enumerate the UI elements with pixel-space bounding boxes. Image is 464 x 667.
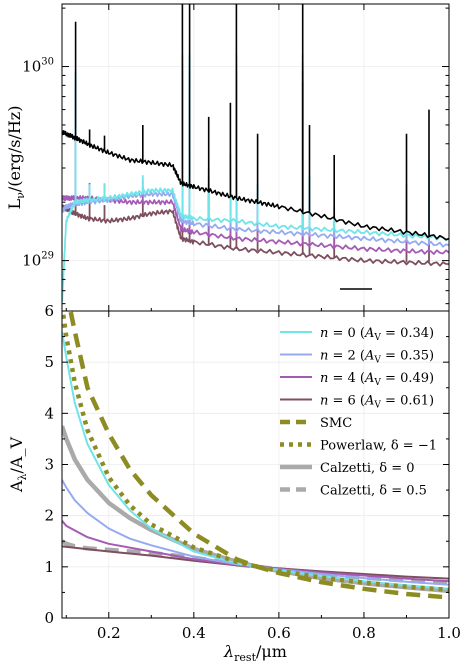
xlabel-rest: /μm bbox=[256, 642, 287, 661]
top-ylabel-main: L bbox=[5, 198, 24, 209]
legend-sub: V bbox=[373, 356, 381, 366]
bottom-legend-label-6: Calzetti, δ = 0 bbox=[320, 461, 415, 476]
bottom-legend-label-4: SMC bbox=[320, 416, 352, 431]
bottom-ytick-label-3: 3 bbox=[44, 456, 54, 474]
bottom-series-5 bbox=[62, 311, 449, 593]
legend-val: = 6 ( bbox=[328, 394, 365, 409]
bottom-series-1 bbox=[62, 479, 449, 586]
bottom-xtick-label-3: 0.8 bbox=[352, 624, 376, 642]
legend-var: n bbox=[320, 326, 328, 341]
legend-var: n bbox=[320, 371, 328, 386]
legend-sub: V bbox=[373, 401, 381, 411]
top-series-intrinsic bbox=[62, 4, 449, 241]
bottom-xtick-label-1: 0.4 bbox=[182, 624, 206, 642]
bottom-xtick-label-0: 0.2 bbox=[97, 624, 121, 642]
top-ylabel-rest: /(erg/s/Hz) bbox=[5, 106, 24, 193]
legend-val: = 2 ( bbox=[328, 349, 365, 364]
legend-val: = 4 ( bbox=[328, 371, 365, 386]
bottom-ytick-label-6: 6 bbox=[44, 302, 54, 320]
tick-exp: 29 bbox=[41, 251, 54, 262]
bottom-ylabel-rest: /A_V bbox=[7, 437, 26, 474]
bottom-ylabel-sub: λ bbox=[16, 473, 29, 480]
xlabel-main: λ bbox=[223, 642, 234, 661]
legend-sub: V bbox=[373, 378, 381, 388]
bottom-ytick-label-0: 0 bbox=[44, 609, 54, 627]
bottom-legend-label-7: Calzetti, δ = 0.5 bbox=[320, 484, 427, 499]
bottom-xtick-label-4: 1.0 bbox=[437, 624, 461, 642]
tick-base: 10 bbox=[22, 252, 41, 270]
legend-sym: A bbox=[364, 349, 374, 364]
bottom-legend-label-5: Powerlaw, δ = −1 bbox=[320, 439, 437, 454]
bottom-legend-label-0: n = 0 (AV = 0.34) bbox=[320, 326, 434, 343]
legend-var: n bbox=[320, 349, 328, 364]
top-ylabel: Lν/(erg/s/Hz) bbox=[5, 106, 27, 210]
top-ylabel-sub: ν bbox=[14, 192, 27, 199]
bottom-xtick-label-2: 0.6 bbox=[267, 624, 291, 642]
legend-sym: A bbox=[364, 326, 374, 341]
bottom-xlabel: λrest/μm bbox=[223, 642, 287, 664]
bottom-ytick-label-1: 1 bbox=[44, 558, 54, 576]
top-ytick-label-1: 1030 bbox=[22, 57, 54, 76]
top-ytick-label-0: 1029 bbox=[22, 251, 54, 270]
legend-sym: A bbox=[364, 371, 374, 386]
legend-val: = 0 ( bbox=[328, 326, 365, 341]
legend-tail: = 0.34) bbox=[381, 326, 434, 341]
tick-base: 10 bbox=[22, 58, 41, 76]
bottom-ytick-label-4: 4 bbox=[44, 404, 54, 422]
legend-tail: = 0.35) bbox=[381, 349, 434, 364]
bottom-ylabel-main: A bbox=[7, 480, 26, 493]
tick-exp: 30 bbox=[41, 57, 54, 68]
bottom-ytick-label-5: 5 bbox=[44, 353, 54, 371]
bottom-legend-label-1: n = 2 (AV = 0.35) bbox=[320, 349, 434, 366]
bottom-legend: n = 0 (AV = 0.34)n = 2 (AV = 0.35)n = 4 … bbox=[280, 326, 437, 499]
legend-sym: A bbox=[364, 394, 374, 409]
legend-tail: = 0.49) bbox=[381, 371, 434, 386]
bottom-legend-label-2: n = 4 (AV = 0.49) bbox=[320, 371, 434, 388]
bottom-legend-label-3: n = 6 (AV = 0.61) bbox=[320, 394, 434, 411]
legend-var: n bbox=[320, 394, 328, 409]
bottom-panel: n = 0 (AV = 0.34)n = 2 (AV = 0.35)n = 4 … bbox=[7, 302, 461, 664]
legend-sub: V bbox=[373, 333, 381, 343]
xlabel-sub: rest bbox=[234, 651, 256, 664]
bottom-ytick-label-2: 2 bbox=[44, 507, 54, 525]
bottom-ylabel: Aλ/A_V bbox=[7, 437, 29, 493]
legend-tail: = 0.61) bbox=[381, 394, 434, 409]
